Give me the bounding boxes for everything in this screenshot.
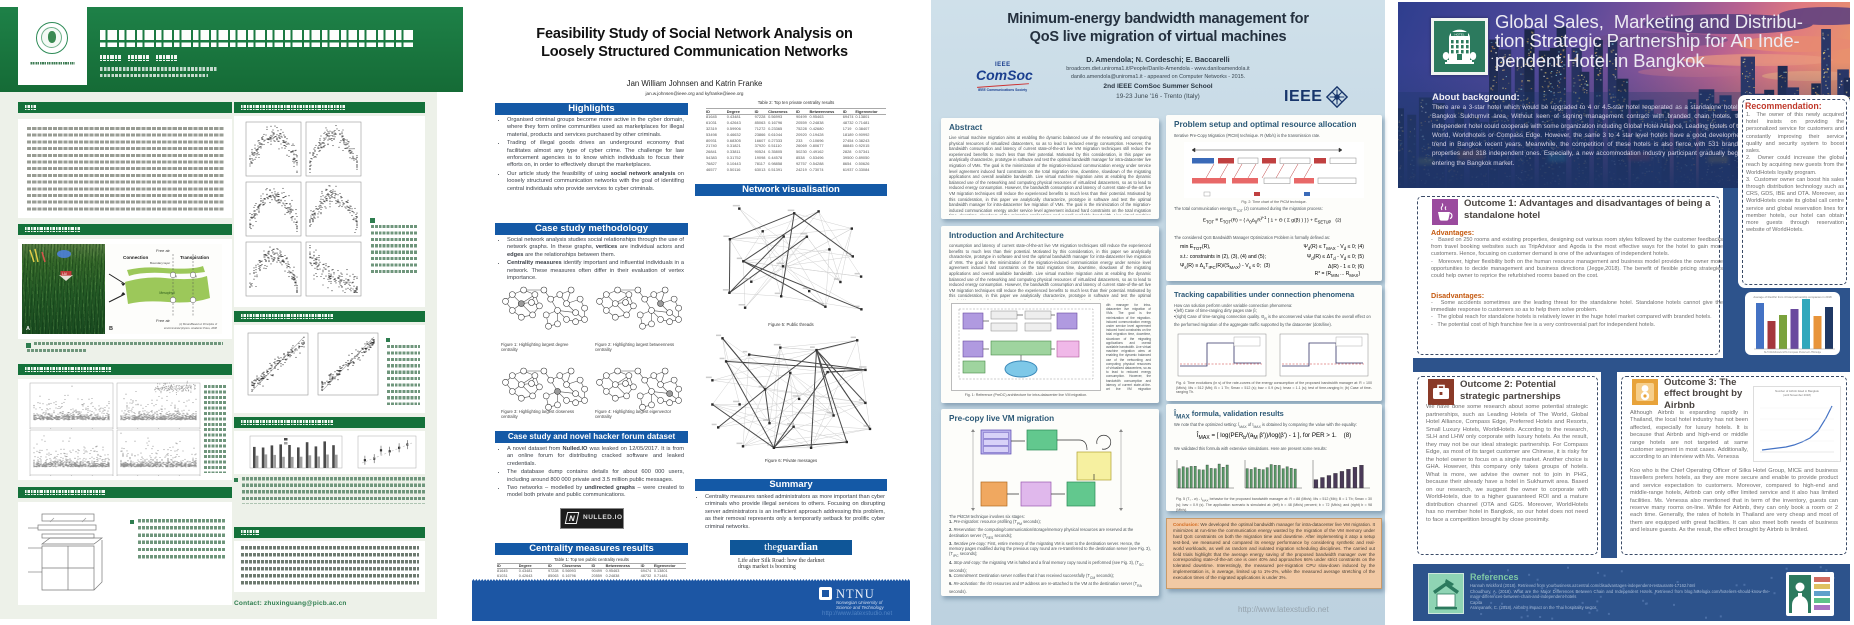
svg-text:Transpiration: Transpiration <box>180 255 209 260</box>
svg-text:A: A <box>26 326 30 332</box>
svg-text:environmental physics. Academi: environmental physics. Academic Press, 2… <box>164 326 218 330</box>
svg-text:Boundary layer: Boundary layer <box>150 261 170 265</box>
svg-text:Connection: Connection <box>123 255 148 260</box>
svg-text:g: g <box>195 274 197 278</box>
svg-text:g: g <box>175 274 177 278</box>
svg-text:Free air: Free air <box>156 318 170 323</box>
svg-text:LAI: LAI <box>62 272 67 276</box>
svg-text:(c) Bonan/Based on Principles: (c) Bonan/Based on Principles of <box>179 322 217 326</box>
svg-text:B: B <box>109 326 113 332</box>
svg-text:Mesophyll: Mesophyll <box>159 291 175 295</box>
svg-text:Free air: Free air <box>156 248 170 253</box>
